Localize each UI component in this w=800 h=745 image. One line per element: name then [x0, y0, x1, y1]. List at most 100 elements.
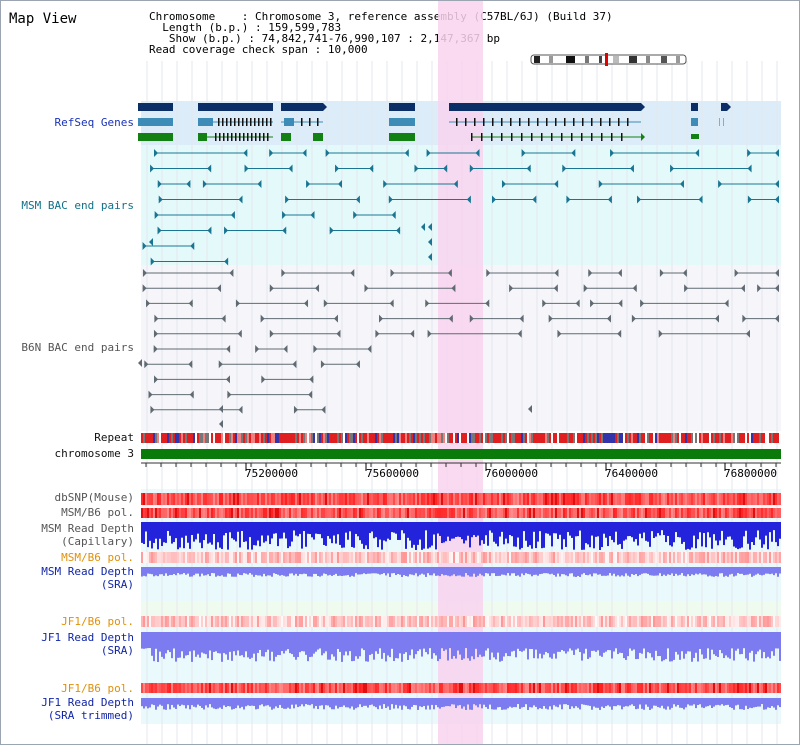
polymorphism-cell	[217, 493, 219, 505]
msm-capillary-depth-bar	[229, 522, 231, 533]
jf1-trimmed-depth-bar	[389, 698, 391, 710]
repeat-cell	[489, 433, 491, 443]
msm-bac-pair-end	[257, 180, 262, 188]
track-label-msm-b6-pol-2[interactable]: MSM/B6 pol.	[61, 551, 134, 564]
repeat-cell	[537, 433, 539, 443]
msm-capillary-depth-bar	[465, 522, 467, 541]
track-label-msm-depth-sra[interactable]: MSM Read Depth	[41, 565, 134, 578]
polymorphism-cell	[747, 683, 749, 693]
repeat-cell	[769, 433, 771, 443]
repeat-cell	[391, 433, 393, 443]
polymorphism-cell	[315, 508, 317, 518]
msm-sra-depth-bar	[537, 567, 539, 576]
polymorphism-cell	[207, 683, 209, 693]
exon-tick	[618, 118, 620, 126]
polymorphism-cell	[405, 616, 407, 627]
polymorphism-cell	[449, 493, 451, 505]
repeat-cell	[709, 433, 711, 443]
polymorphism-cell	[341, 683, 343, 693]
polymorphism-cell	[715, 683, 717, 693]
msm-capillary-depth-bar	[721, 522, 723, 531]
repeat-cell	[753, 433, 755, 443]
jf1-trimmed-depth-bar	[643, 698, 645, 710]
axis-tick-label: 76800000	[724, 467, 777, 480]
polymorphism-cell	[447, 552, 449, 563]
repeat-cell	[477, 433, 479, 443]
track-label-msm-bac[interactable]: MSM BAC end pairs	[21, 199, 134, 212]
jf1-trimmed-depth-bar	[481, 698, 483, 709]
b6n-bac-pair-end	[320, 360, 325, 369]
msm-sra-depth-bar	[187, 567, 189, 574]
jf1-sra-depth-bar	[413, 632, 415, 659]
polymorphism-cell	[287, 616, 289, 627]
repeat-cell	[671, 433, 673, 443]
jf1-sra-depth-bar	[217, 632, 219, 654]
repeat-cell	[179, 433, 181, 443]
exon-tick	[491, 133, 493, 141]
msm-sra-depth-bar	[427, 567, 429, 574]
msm-sra-depth-bar	[513, 567, 515, 574]
track-label-b6n-bac[interactable]: B6N BAC end pairs	[21, 341, 134, 354]
jf1-sra-depth-bar	[463, 632, 465, 659]
track-label-msm-b6-pol-1[interactable]: MSM/B6 pol.	[61, 506, 134, 519]
polymorphism-cell	[627, 493, 629, 505]
track-label-jf1-b6-pol-1[interactable]: JF1/B6 pol.	[61, 615, 134, 628]
polymorphism-cell	[535, 552, 537, 563]
jf1-trimmed-depth-bar	[165, 698, 167, 710]
repeat-cell	[283, 433, 285, 443]
polymorphism-cell	[431, 683, 433, 693]
polymorphism-cell	[351, 552, 353, 563]
polymorphism-cell	[529, 616, 531, 627]
polymorphism-cell	[367, 493, 369, 505]
polymorphism-cell	[615, 616, 617, 627]
track-label-refseq[interactable]: RefSeq Genes	[54, 116, 134, 129]
msm-bac-pair-end	[153, 149, 158, 157]
polymorphism-cell	[551, 616, 553, 627]
track-label-chromosome[interactable]: chromosome 3	[54, 447, 134, 460]
jf1-sra-depth-bar	[689, 632, 691, 652]
polymorphism-cell	[205, 616, 207, 627]
jf1-sra-depth-bar	[183, 632, 185, 659]
polymorphism-cell	[273, 552, 275, 563]
msm-sra-depth-bar	[239, 567, 241, 575]
track-label-jf1-depth-sra[interactable]: JF1 Read Depth	[41, 631, 134, 644]
polymorphism-cell	[469, 508, 471, 518]
polymorphism-cell	[487, 683, 489, 693]
b6n-bac-pair-end	[229, 269, 234, 277]
msm-capillary-depth-bar	[705, 522, 707, 548]
msm-sra-depth-bar	[755, 567, 757, 575]
track-label-jf1-depth-trimmed[interactable]: JF1 Read Depth	[41, 696, 134, 709]
repeat-cell	[655, 433, 657, 443]
polymorphism-cell	[367, 552, 369, 563]
track-label-repeat[interactable]: Repeat	[94, 431, 134, 444]
polymorphism-cell	[163, 683, 165, 693]
msm-bac-pair-end	[338, 180, 343, 188]
polymorphism-cell	[477, 508, 479, 518]
jf1-sra-depth-bar	[303, 632, 305, 652]
msm-sra-depth-bar	[193, 567, 195, 576]
polymorphism-cell	[763, 683, 765, 693]
polymorphism-cell	[333, 616, 335, 627]
polymorphism-cell	[361, 683, 363, 693]
polymorphism-cell	[601, 552, 603, 563]
polymorphism-cell	[305, 493, 307, 505]
jf1-sra-depth-bar	[355, 632, 357, 657]
jf1-trimmed-depth-bar	[215, 698, 217, 710]
msm-sra-depth-bar	[153, 567, 155, 577]
repeat-cell	[639, 433, 641, 443]
track-label-dbsnp[interactable]: dbSNP(Mouse)	[54, 491, 134, 504]
polymorphism-cell	[471, 552, 473, 563]
polymorphism-cell	[779, 493, 781, 505]
track-label-msm-depth-capillary[interactable]: MSM Read Depth	[41, 522, 134, 535]
track-label-jf1-b6-pol-2[interactable]: JF1/B6 pol.	[61, 682, 134, 695]
polymorphism-cell	[299, 508, 301, 518]
repeat-cell	[551, 433, 553, 443]
msm-capillary-depth-bar	[317, 522, 319, 534]
jf1-sra-depth-bar	[383, 632, 385, 653]
gene-exon	[198, 133, 207, 141]
polymorphism-cell	[655, 508, 657, 518]
polymorphism-cell	[277, 552, 279, 563]
polymorphism-cell	[663, 552, 665, 563]
msm-capillary-depth-bar	[177, 522, 179, 550]
gene-exon	[138, 103, 173, 111]
